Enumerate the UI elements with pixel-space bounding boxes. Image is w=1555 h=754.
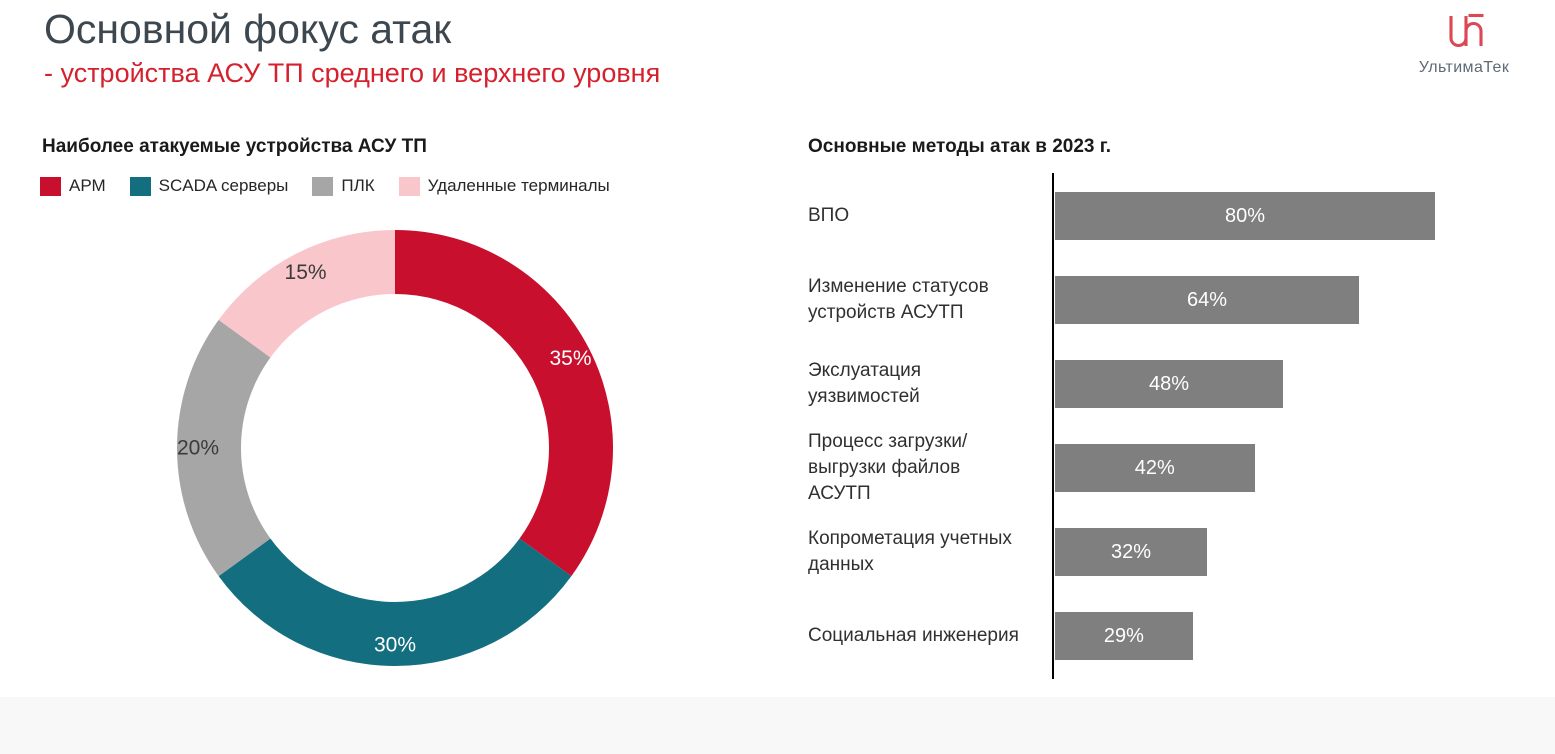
donut-segment-label: 35% [550,347,592,370]
legend-swatch-red [40,176,61,196]
bar-track: 29% [1052,612,1548,660]
company-logo: УльтимаТек [1399,12,1529,77]
legend-swatch-pink [398,176,420,196]
bar-row-vpo: ВПО 80% [808,174,1548,258]
bar-chart-title: Основные методы атак в 2023 г. [808,136,1112,157]
bar-row-vulnerability-exploitation: Экслуатация уязвимостей 48% [808,342,1548,426]
legend-swatch-teal [129,176,151,196]
bar-category-label: Изменение статусов устройств АСУТП [808,276,989,323]
donut-segment [177,319,271,577]
bar-track: 80% [1052,192,1548,240]
bar-track: 32% [1052,528,1548,576]
logo-text: УльтимаТек [1418,59,1510,76]
donut-segment-label: 15% [285,261,327,284]
legend-item-plc: ПЛК [312,176,375,196]
bar: 29% [1055,612,1193,660]
bar-value-label: 32% [1110,540,1152,563]
bar-row-credential-compromise: Копрометация учетных данных 32% [808,510,1548,594]
donut-segment [218,230,395,358]
bar-row-status-change: Изменение статусов устройств АСУТП 64% [808,258,1548,342]
donut-legend: АРМ SCADA серверы ПЛК Удаленные терминал… [40,176,634,196]
legend-label: ПЛК [341,176,375,195]
bar-value-label: 42% [1134,456,1175,479]
bar-chart: ВПО 80% Изменение статусов устройств АСУ… [808,173,1548,679]
y-axis-line [1052,173,1054,679]
donut-segment [395,230,613,577]
donut-segment [218,538,572,666]
donut-chart-title: Наиболее атакуемые устройства АСУ ТП [42,136,427,157]
bar-category-label: Копрометация учетных данных [808,528,1012,575]
bar-rows: ВПО 80% Изменение статусов устройств АСУ… [808,174,1548,678]
bar: 42% [1055,444,1255,492]
logo-n-stroke [1464,22,1483,46]
bar-category-label: Экслуатация уязвимостей [808,360,922,407]
legend-label: АРМ [69,176,106,195]
legend-item-remote-terminals: Удаленные терминалы [398,176,610,196]
donut-segment-label: 20% [177,437,219,460]
legend-swatch-gray [312,176,334,196]
bar-category-label: Социальная инженерия [808,625,1019,646]
bar-value-label: 80% [1224,204,1266,227]
bar-track: 42% [1052,444,1548,492]
legend-item-scada: SCADA серверы [129,176,289,196]
bar: 80% [1055,192,1435,240]
bar: 32% [1055,528,1207,576]
bar-value-label: 48% [1148,372,1190,395]
page-subtitle: - устройства АСУ ТП среднего и верхнего … [44,58,661,88]
donut-chart: 35% 30% 20% 15% [177,230,613,666]
legend-label: SCADA серверы [158,176,289,195]
bar-category-label: Процесс загрузки/ выгрузки файлов АСУТП [808,431,968,504]
bar: 48% [1055,360,1283,408]
bar-value-label: 29% [1103,624,1144,647]
logo-u-stroke [1449,16,1468,47]
logo-icon [1449,13,1484,47]
bar-value-label: 64% [1186,288,1228,311]
page-title: Основной фокус атак [44,6,452,52]
donut-segment-label: 30% [374,634,416,657]
bar-row-social-engineering: Социальная инженерия 29% [808,594,1548,678]
bar-track: 64% [1052,276,1548,324]
bar-category-label: ВПО [808,205,850,226]
bar-track: 48% [1052,360,1548,408]
footer-strip [0,697,1555,754]
bar: 64% [1055,276,1359,324]
legend-item-arm: АРМ [40,176,106,196]
legend-label: Удаленные терминалы [427,176,610,195]
bar-row-file-upload-download: Процесс загрузки/ выгрузки файлов АСУТП … [808,426,1548,510]
